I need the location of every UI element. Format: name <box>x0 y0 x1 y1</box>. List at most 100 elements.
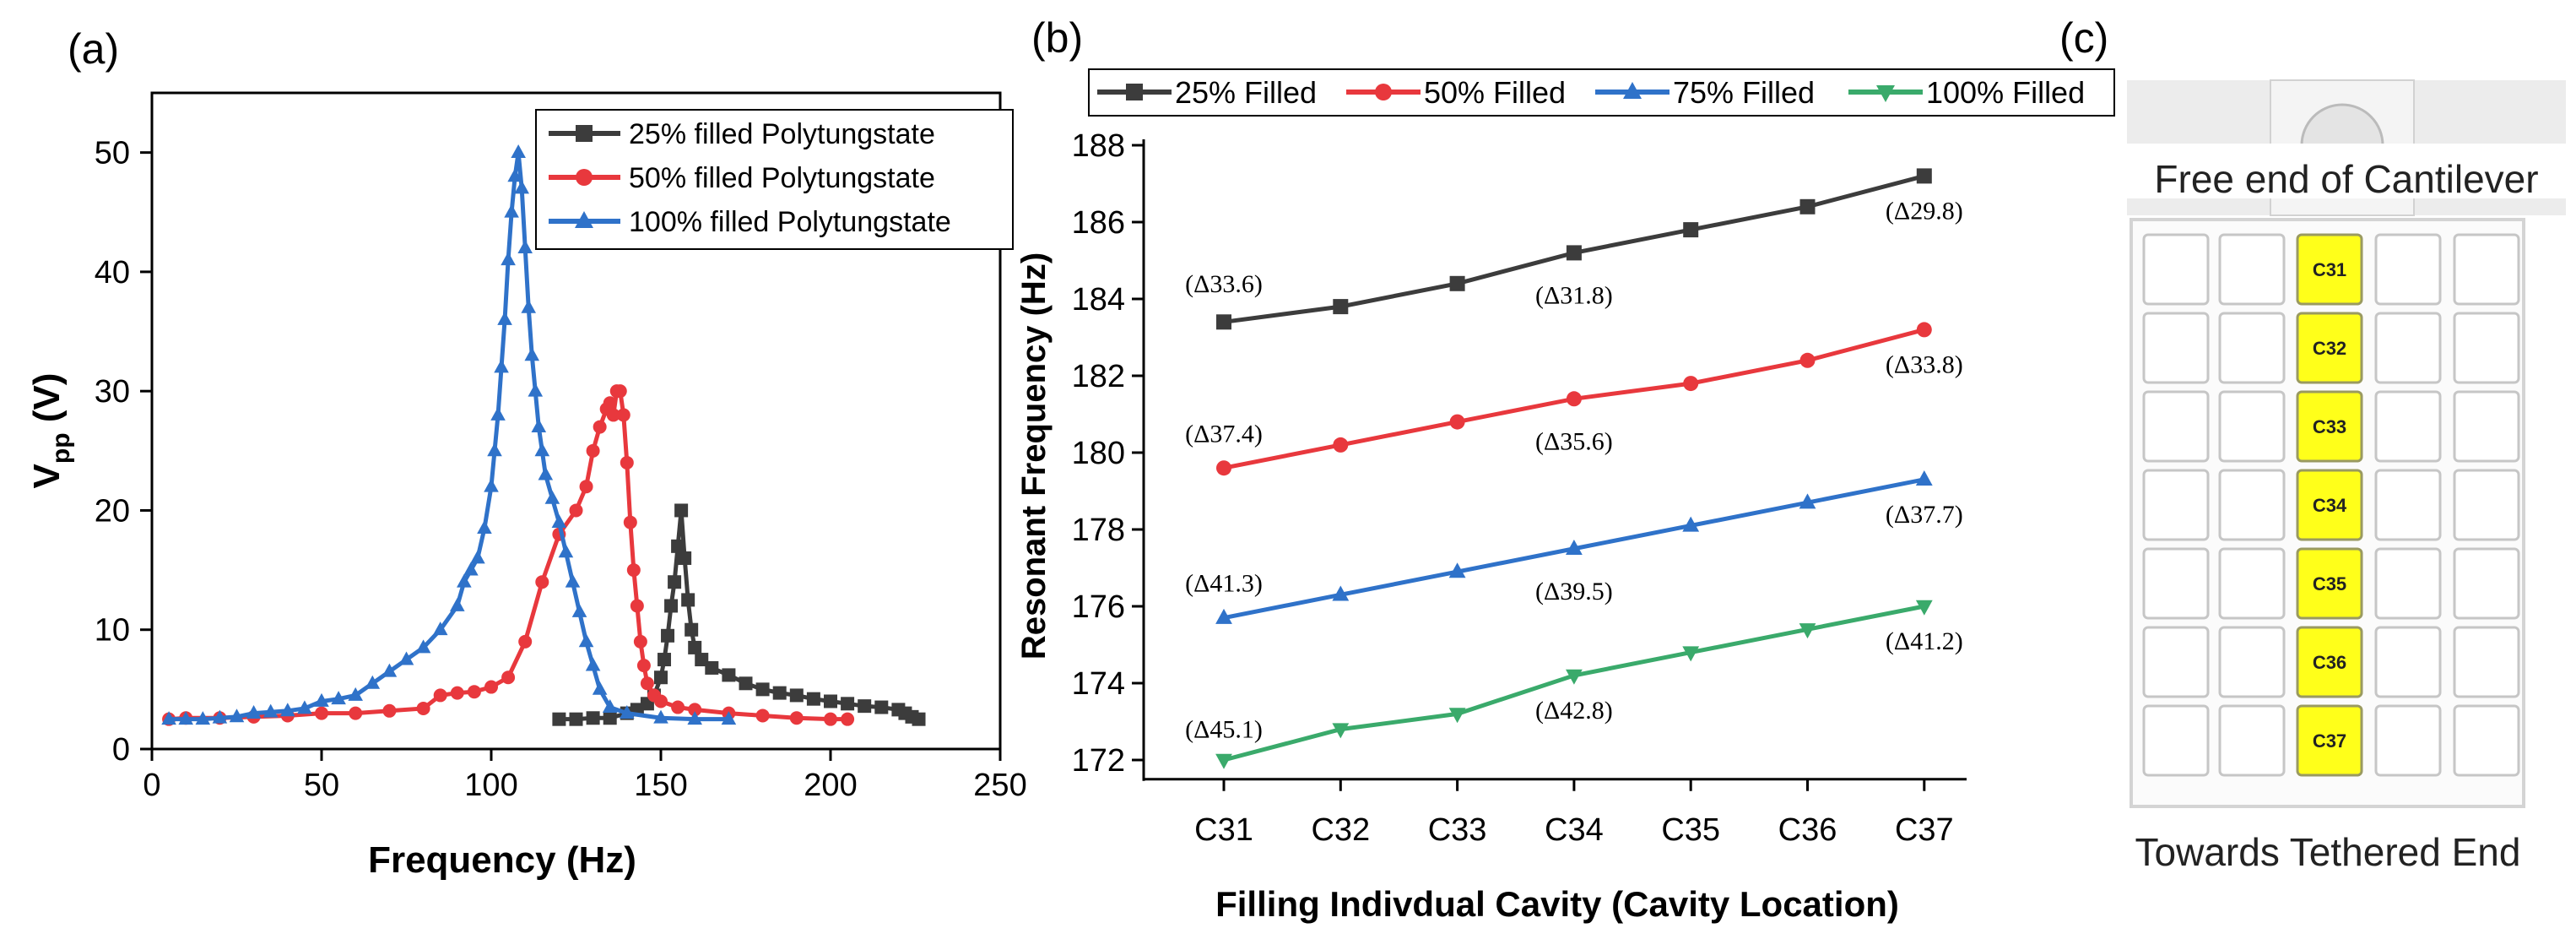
cavity-cell <box>2374 312 2442 384</box>
data-point <box>806 692 820 706</box>
data-point <box>504 204 519 218</box>
cavity-cell <box>2142 390 2210 463</box>
data-point <box>658 653 672 667</box>
data-point <box>603 711 617 725</box>
data-point <box>722 668 736 682</box>
data-point <box>578 633 594 648</box>
panel-a-y-label-sub: pp <box>47 432 75 464</box>
data-point <box>858 699 872 714</box>
series-line <box>559 510 920 722</box>
data-point <box>521 299 537 313</box>
cavity-label: C36 <box>2313 652 2346 673</box>
data-point <box>592 681 608 695</box>
cavity-cell <box>2142 469 2210 541</box>
data-point <box>348 687 363 701</box>
panel-a-plot-frame <box>150 91 1002 751</box>
cavity-label: C32 <box>2313 338 2346 359</box>
panel-a-axis-ticks: 0 50 100 150 200 250 0 10 20 30 40 50 <box>95 136 1027 803</box>
legend-marker <box>575 211 593 228</box>
panel-a-legend: 25% filled Polytungstate 50% filled Polyt… <box>535 109 1014 250</box>
data-point <box>671 700 685 714</box>
series-2 <box>162 384 855 726</box>
legend-label: 25% filled Polytungstate <box>629 118 935 150</box>
data-point <box>1332 723 1350 739</box>
data-point <box>569 503 583 518</box>
data-point <box>841 712 855 726</box>
x-tick-label: 100 <box>464 768 517 803</box>
cavity-cell <box>2218 312 2286 384</box>
cavity-cell <box>2142 233 2210 306</box>
cavity-cell <box>2453 233 2520 306</box>
data-point <box>501 252 516 266</box>
data-point <box>497 311 512 325</box>
legend-entry: 50% Filled <box>1346 75 1566 110</box>
data-point <box>687 711 702 725</box>
legend-marker <box>1126 84 1143 100</box>
y-tick-label: 30 <box>95 374 130 410</box>
data-point <box>1216 460 1231 476</box>
cavity-cell <box>2218 626 2286 698</box>
data-point <box>1566 391 1582 407</box>
panel-a-x-axis-label: Frequency (Hz) <box>368 839 636 881</box>
data-point <box>161 711 176 725</box>
legend-entry: 100% filled Polytungstate <box>549 206 951 238</box>
legend-marker <box>1375 84 1392 100</box>
cavity-cell <box>2218 390 2286 463</box>
data-point <box>450 686 464 700</box>
delta-annotation: (Δ33.8) <box>1886 350 1963 378</box>
data-point <box>463 562 479 576</box>
data-point <box>1915 470 1933 486</box>
data-point <box>678 551 692 565</box>
panel-a-y-label-tail: (V) <box>26 373 68 433</box>
data-point <box>534 442 550 457</box>
data-point <box>630 599 644 613</box>
data-point <box>349 706 363 720</box>
data-point <box>1799 493 1816 509</box>
data-point <box>1332 585 1350 601</box>
data-point <box>721 711 737 725</box>
cavity-cell <box>2218 469 2286 541</box>
legend-entry: 25% filled Polytungstate <box>549 118 935 150</box>
data-point <box>695 653 709 667</box>
cavity-cell-c35 <box>2296 547 2363 620</box>
data-point <box>579 480 593 494</box>
data-point <box>1683 222 1699 238</box>
data-point <box>603 396 617 410</box>
data-point <box>1566 539 1583 555</box>
delta-annotation: (Δ41.3) <box>1185 570 1263 598</box>
delta-annotation: (Δ29.8) <box>1886 197 1963 225</box>
data-point <box>398 651 414 665</box>
cavity-cell-c37 <box>2296 704 2363 777</box>
data-point <box>1333 437 1349 453</box>
y-tick-label: 184 <box>1072 282 1125 318</box>
y-tick-label: 20 <box>95 493 130 529</box>
data-point <box>382 663 398 677</box>
cavity-cell <box>2374 626 2442 698</box>
y-tick-label: 186 <box>1072 205 1125 241</box>
data-point <box>331 691 346 705</box>
data-point <box>494 359 509 373</box>
data-point <box>685 622 699 637</box>
delta-annotation: (Δ41.2) <box>1886 627 1963 655</box>
data-point <box>484 680 498 694</box>
x-tick-label: 200 <box>804 768 857 803</box>
x-tick-label: C32 <box>1311 812 1370 848</box>
data-point <box>365 675 381 689</box>
data-point <box>467 685 481 699</box>
cavity-cell-c36 <box>2296 626 2363 698</box>
data-point <box>593 420 607 434</box>
cavity-cell <box>2453 469 2520 541</box>
y-tick-label: 50 <box>95 136 130 171</box>
data-point <box>1682 646 1700 662</box>
data-point <box>586 711 600 725</box>
data-point <box>1216 314 1231 330</box>
data-point <box>229 708 245 723</box>
x-tick-label: 50 <box>304 768 339 803</box>
legend-label: 50% Filled <box>1424 75 1566 110</box>
free-end-caption: Free end of Cantilever <box>2154 157 2538 201</box>
data-point <box>280 703 295 717</box>
data-point <box>517 240 533 254</box>
data-point <box>1215 753 1232 769</box>
data-point <box>433 688 447 703</box>
